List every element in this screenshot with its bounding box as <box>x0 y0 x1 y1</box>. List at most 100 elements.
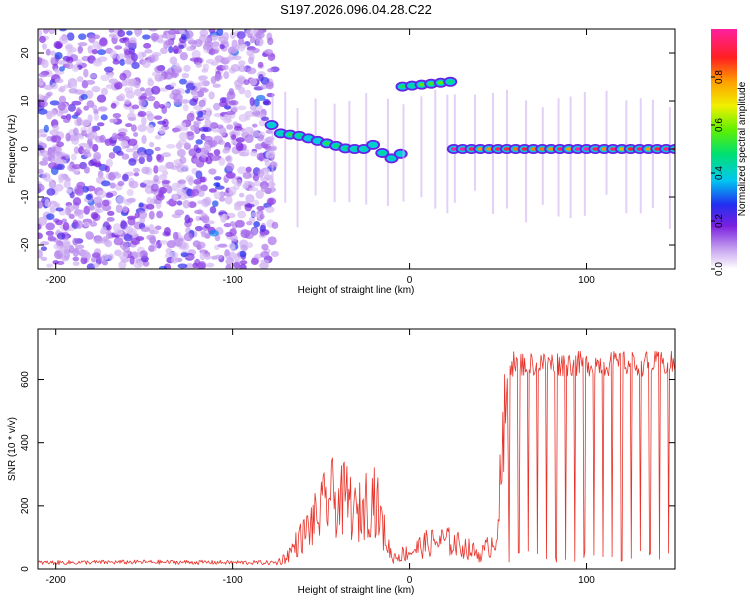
heatmap-cell <box>245 194 255 203</box>
heatmap-cell <box>236 178 242 187</box>
heatmap-cell <box>218 157 226 166</box>
heatmap-track-core <box>287 132 294 137</box>
heatmap-cell <box>234 44 240 51</box>
heatmap-cell <box>223 31 230 41</box>
heatmap-cell <box>153 165 159 174</box>
heatmap-cell <box>196 241 206 249</box>
heatmap-cell <box>210 61 219 66</box>
heatmap-track-core <box>645 147 652 151</box>
heatmap-cell <box>238 114 249 122</box>
heatmap-cell <box>244 134 254 144</box>
heatmap-track-core <box>495 147 502 151</box>
heatmap-cell <box>265 81 274 90</box>
heatmap-cell <box>91 49 98 55</box>
heatmap-smear <box>668 107 671 229</box>
heatmap-cell <box>156 65 164 72</box>
heatmap-cell <box>38 29 43 37</box>
heatmap-cell <box>80 256 88 265</box>
heatmap-cell <box>179 78 187 85</box>
heatmap-cell <box>259 134 265 140</box>
heatmap-cell <box>229 234 238 242</box>
heatmap-cell <box>119 72 127 81</box>
heatmap-cell <box>59 246 69 256</box>
heatmap-track-core <box>342 146 349 151</box>
heatmap-cell <box>140 227 151 233</box>
heatmap-cell <box>38 108 48 115</box>
heatmap-cell <box>206 262 215 268</box>
heatmap-cell <box>138 156 145 165</box>
heatmap-cell <box>188 176 194 186</box>
heatmap-cell <box>70 153 77 161</box>
heatmap-cell <box>150 243 159 249</box>
heatmap-cell <box>149 229 159 235</box>
heatmap-cell <box>55 207 64 212</box>
heatmap-cell <box>253 180 262 187</box>
heatmap-cell <box>96 190 107 199</box>
heatmap-cell <box>58 35 69 45</box>
heatmap-cell <box>244 89 252 99</box>
heatmap-track-core <box>370 143 377 147</box>
x-tick-label: -100 <box>223 275 243 286</box>
heatmap-cell <box>237 37 245 46</box>
heatmap-cell <box>163 41 170 49</box>
heatmap-cell <box>148 29 158 32</box>
colorbar-tick-label: 0.2 <box>714 214 725 228</box>
heatmap-cell <box>235 142 244 152</box>
heatmap-cell <box>128 37 137 44</box>
heatmap-cell <box>210 34 218 41</box>
heatmap-cell <box>46 91 53 97</box>
heatmap-smear <box>333 103 336 203</box>
heatmap-cell <box>146 154 153 163</box>
heatmap-cell <box>71 100 82 106</box>
heatmap-cell <box>198 126 209 132</box>
heatmap-cell <box>271 221 279 230</box>
heatmap-cell <box>108 152 116 159</box>
heatmap-cell <box>263 137 274 145</box>
heatmap-cell <box>261 243 269 251</box>
heatmap-cell <box>83 221 90 228</box>
heatmap-cell <box>226 124 234 130</box>
heatmap-cell <box>214 254 223 260</box>
heatmap-cell <box>250 211 260 218</box>
heatmap-cell <box>71 163 82 170</box>
heatmap-cell <box>40 150 50 158</box>
heatmap-cell <box>146 112 155 122</box>
heatmap-cell <box>265 129 274 134</box>
heatmap-cell <box>54 78 64 84</box>
heatmap-cell <box>207 220 215 225</box>
heatmap-cell <box>80 93 88 100</box>
heatmap-cell <box>192 262 198 269</box>
heatmap-cell <box>128 116 137 121</box>
heatmap-cell <box>80 249 90 259</box>
heatmap-cell <box>121 79 128 87</box>
heatmap-cell <box>38 232 43 240</box>
heatmap-cell <box>176 188 186 196</box>
heatmap-cell <box>106 224 112 231</box>
heatmap-cell <box>61 255 70 262</box>
heatmap-cell <box>45 48 51 56</box>
heatmap-track-core <box>618 147 625 151</box>
snr-series-line <box>38 350 675 566</box>
heatmap-cell <box>193 178 202 185</box>
heatmap-cell <box>57 102 66 111</box>
heatmap-cell <box>238 60 246 66</box>
heatmap-cell <box>224 249 231 259</box>
heatmap-cell <box>72 219 78 228</box>
heatmap-cell <box>235 200 244 207</box>
heatmap-cell <box>159 186 168 194</box>
heatmap-cell <box>212 49 219 55</box>
heatmap-cell <box>177 179 187 185</box>
heatmap-cell <box>140 92 147 100</box>
heatmap-cell <box>259 213 265 220</box>
heatmap-cell <box>108 253 114 260</box>
heatmap-cell <box>179 156 187 165</box>
heatmap-cell <box>52 124 60 132</box>
heatmap-cell <box>182 103 189 112</box>
heatmap-cell <box>159 103 165 109</box>
heatmap-cell <box>204 254 212 260</box>
y-tick-label: 600 <box>20 371 31 388</box>
heatmap-cell <box>96 94 107 103</box>
heatmap-cell <box>208 188 217 193</box>
heatmap-cell <box>97 56 108 62</box>
heatmap-track-core <box>388 156 395 161</box>
